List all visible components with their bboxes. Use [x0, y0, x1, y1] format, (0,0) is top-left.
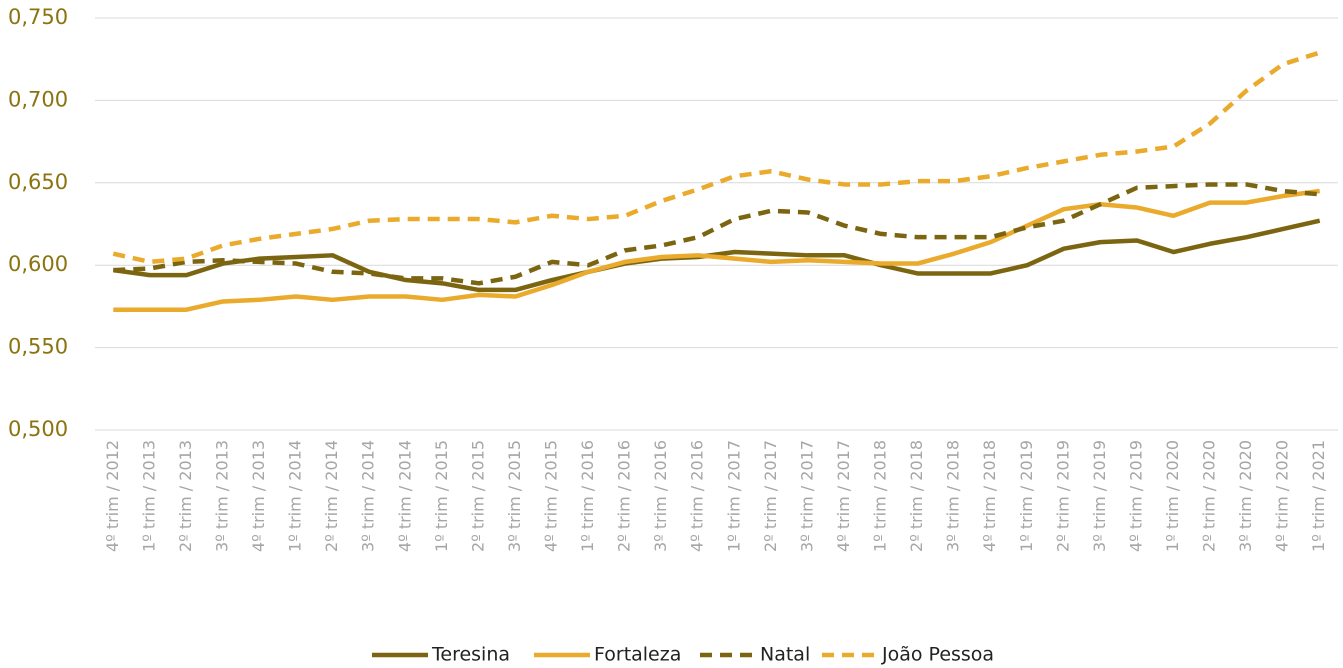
x-tick-label: 2º trim / 2015 [468, 440, 487, 552]
x-tick-label: 3º trim / 2015 [505, 440, 524, 552]
x-tick-label: 4º trim / 2013 [249, 440, 268, 552]
x-tick-label: 1º trim / 2013 [139, 440, 158, 552]
x-tick-label: 3º trim / 2019 [1090, 440, 1109, 552]
x-tick-label: 1º trim / 2014 [286, 440, 305, 552]
y-tick-label: 0,550 [8, 335, 68, 359]
x-tick-label: 2º trim / 2019 [1053, 440, 1072, 552]
x-tick-label: 4º trim / 2012 [103, 440, 122, 552]
x-tick-label: 2º trim / 2013 [176, 440, 195, 552]
series-line [112, 50, 1321, 265]
x-tick-label: 1º trim / 2017 [724, 440, 743, 552]
x-tick-label: 4º trim / 2015 [541, 440, 560, 552]
x-tick-label: 3º trim / 2014 [359, 440, 378, 552]
x-tick-label: 4º trim / 2020 [1273, 440, 1292, 552]
x-tick-label: 3º trim / 2016 [651, 440, 670, 552]
x-tick-label: 4º trim / 2014 [395, 440, 414, 552]
x-tick-label: 2º trim / 2018 [907, 440, 926, 552]
x-tick-label: 3º trim / 2020 [1236, 440, 1255, 552]
x-tick-label: 3º trim / 2018 [944, 440, 963, 552]
y-tick-label: 0,750 [8, 5, 68, 29]
x-tick-label: 1º trim / 2021 [1309, 440, 1328, 552]
legend-label: Teresina [431, 644, 510, 666]
legend-label: Natal [760, 644, 810, 666]
y-tick-label: 0,600 [8, 252, 68, 276]
x-tick-label: 3º trim / 2013 [212, 440, 231, 552]
series-line [112, 218, 1321, 293]
legend-label: Fortaleza [594, 644, 681, 666]
x-tick-label: 4º trim / 2019 [1126, 440, 1145, 552]
x-tick-label: 2º trim / 2020 [1200, 440, 1219, 552]
x-tick-label: 1º trim / 2019 [1017, 440, 1036, 552]
x-tick-label: 3º trim / 2017 [797, 440, 816, 552]
x-tick-label: 1º trim / 2015 [432, 440, 451, 552]
y-tick-label: 0,650 [8, 170, 68, 194]
x-tick-label: 4º trim / 2018 [980, 440, 999, 552]
legend-label: João Pessoa [881, 644, 994, 666]
series-line [113, 188, 1321, 312]
x-tick-label: 4º trim / 2016 [688, 440, 707, 552]
x-tick-label: 1º trim / 2020 [1163, 440, 1182, 552]
x-tick-label: 4º trim / 2017 [834, 440, 853, 552]
x-tick-label: 2º trim / 2017 [761, 440, 780, 552]
y-tick-label: 0,700 [8, 87, 68, 111]
x-tick-label: 1º trim / 2016 [578, 440, 597, 552]
x-tick-label: 1º trim / 2018 [871, 440, 890, 552]
series-line [113, 182, 1320, 286]
x-tick-label: 2º trim / 2016 [615, 440, 634, 552]
x-tick-label: 2º trim / 2014 [322, 440, 341, 552]
y-tick-label: 0,500 [8, 417, 68, 441]
